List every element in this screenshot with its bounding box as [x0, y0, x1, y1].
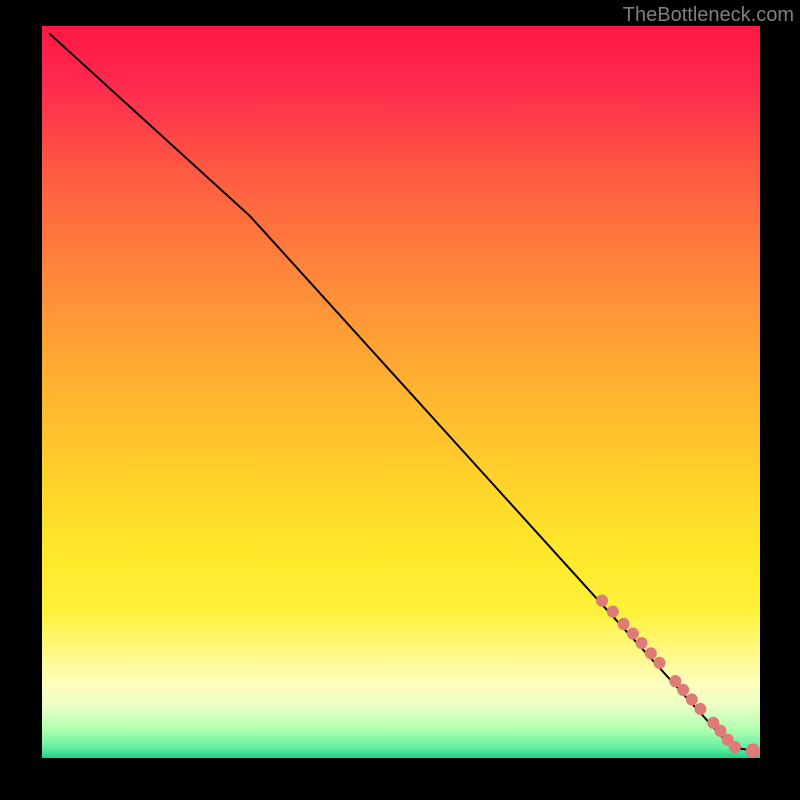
data-marker	[653, 657, 665, 669]
data-marker	[596, 595, 608, 607]
data-marker	[607, 605, 619, 617]
plot-svg	[42, 26, 760, 758]
data-marker	[636, 637, 648, 649]
data-marker	[686, 693, 698, 705]
data-marker	[618, 618, 630, 630]
data-marker	[694, 703, 706, 715]
plot-area	[42, 26, 760, 758]
data-marker	[677, 684, 689, 696]
data-marker	[645, 647, 657, 659]
data-marker	[627, 627, 639, 639]
attribution-text: TheBottleneck.com	[623, 4, 794, 27]
data-marker	[746, 744, 760, 758]
data-marker	[729, 741, 741, 753]
